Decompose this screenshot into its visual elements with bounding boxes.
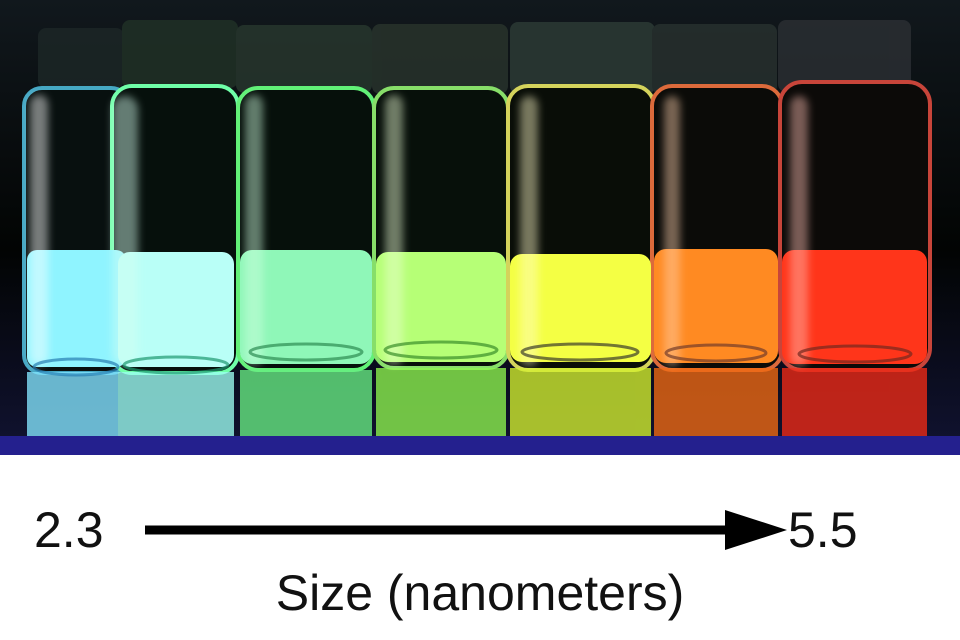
liquid-green — [240, 250, 372, 364]
liquid-red — [782, 250, 927, 364]
max-size-label: 5.5 — [788, 502, 858, 558]
fluorescent-vials-photo — [0, 0, 960, 455]
min-size-label: 2.3 — [34, 502, 104, 558]
liquid-reflections — [27, 368, 927, 436]
liquid-blue — [27, 250, 126, 367]
liquid-lime — [376, 252, 506, 362]
meniscus-lines — [32, 340, 913, 377]
glass-highlights — [30, 95, 808, 366]
size-axis-label: Size (nanometers) — [275, 565, 685, 621]
blue-floor-glow — [0, 436, 960, 455]
right-arrow-icon — [145, 510, 787, 550]
vials-illustration — [0, 0, 960, 455]
glowing-liquids — [27, 249, 927, 367]
liquid-yellow — [510, 254, 651, 362]
liquid-cyan — [118, 252, 234, 367]
liquid-orange — [654, 249, 778, 363]
vial-caps — [38, 20, 911, 94]
